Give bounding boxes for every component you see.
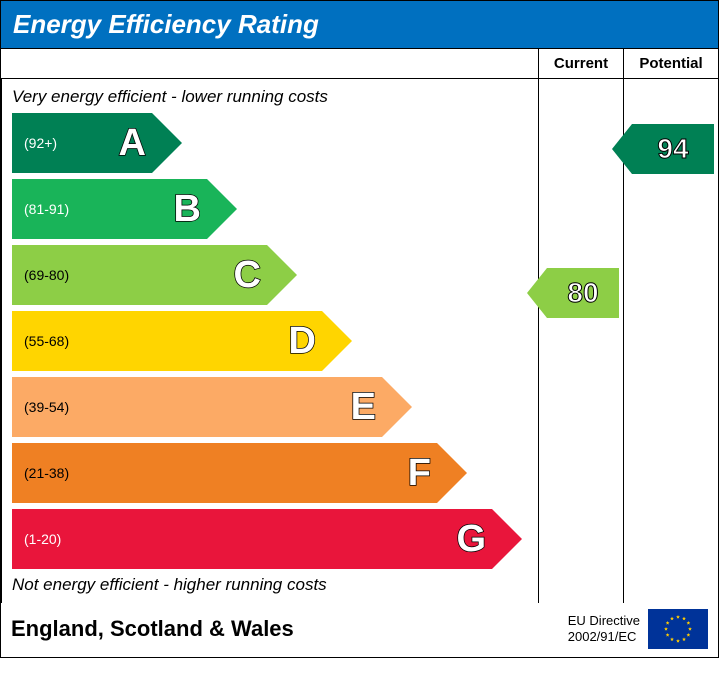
rating-potential-marker: 94 xyxy=(632,124,714,174)
chart-grid: Current Potential Very energy efficient … xyxy=(1,48,718,603)
header-empty xyxy=(1,49,538,79)
rating-current-value: 80 xyxy=(567,277,598,309)
band-bar: (81-91) B xyxy=(12,179,207,239)
epc-chart: Energy Efficiency Rating Current Potenti… xyxy=(0,0,719,658)
band-range: (92+) xyxy=(24,135,57,151)
band-range: (55-68) xyxy=(24,333,69,349)
band-letter: A xyxy=(119,122,146,165)
caption-efficient: Very energy efficient - lower running co… xyxy=(12,87,528,107)
directive-line1: EU Directive xyxy=(568,613,640,629)
band-bar: (92+) A xyxy=(12,113,152,173)
band-a: (92+) A xyxy=(12,113,538,173)
band-letter: D xyxy=(289,320,316,363)
caption-inefficient: Not energy efficient - higher running co… xyxy=(12,575,528,595)
rating-current-marker: 80 xyxy=(547,268,619,318)
band-d: (55-68) D xyxy=(12,311,538,371)
band-c: (69-80) C xyxy=(12,245,538,305)
band-g: (1-20) G xyxy=(12,509,538,569)
band-bar: (39-54) E xyxy=(12,377,382,437)
band-range: (39-54) xyxy=(24,399,69,415)
band-range: (69-80) xyxy=(24,267,69,283)
band-letter: B xyxy=(174,188,201,231)
band-bar: (21-38) F xyxy=(12,443,437,503)
band-range: (21-38) xyxy=(24,465,69,481)
band-e: (39-54) E xyxy=(12,377,538,437)
band-bar: (69-80) C xyxy=(12,245,267,305)
footer-directive: EU Directive 2002/91/EC xyxy=(568,609,708,649)
footer: England, Scotland & Wales EU Directive 2… xyxy=(1,603,718,657)
band-f: (21-38) F xyxy=(12,443,538,503)
band-bar: (1-20) G xyxy=(12,509,492,569)
band-letter: G xyxy=(456,518,486,561)
band-range: (1-20) xyxy=(24,531,61,547)
eu-flag-icon xyxy=(648,609,708,649)
band-letter: F xyxy=(408,452,431,495)
bands-area: Very energy efficient - lower running co… xyxy=(1,79,538,603)
col-potential: 94 xyxy=(623,79,718,603)
directive-line2: 2002/91/EC xyxy=(568,629,640,645)
col-current: 80 xyxy=(538,79,623,603)
band-letter: C xyxy=(234,254,261,297)
footer-region: England, Scotland & Wales xyxy=(11,616,294,642)
band-letter: E xyxy=(351,386,376,429)
col-header-potential: Potential xyxy=(623,49,718,79)
col-header-current: Current xyxy=(538,49,623,79)
band-bar: (55-68) D xyxy=(12,311,322,371)
band-b: (81-91) B xyxy=(12,179,538,239)
chart-title: Energy Efficiency Rating xyxy=(1,1,718,48)
rating-potential-value: 94 xyxy=(657,133,688,165)
band-range: (81-91) xyxy=(24,201,69,217)
